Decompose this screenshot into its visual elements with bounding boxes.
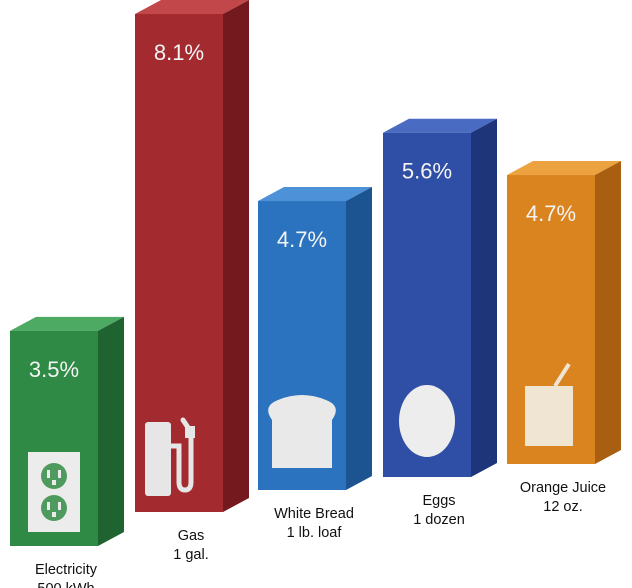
bar-top-face <box>135 0 249 14</box>
category-label: Orange Juice 12 oz. <box>520 480 606 515</box>
category-label: Eggs 1 dozen <box>413 493 465 528</box>
bar-top-face <box>383 118 497 133</box>
bar-top-face <box>258 187 372 202</box>
bar-side-face <box>471 118 497 477</box>
bar-3: 4.7% White Bread 1 lb. loaf <box>258 187 372 541</box>
bar-5: 4.7% Orange Juice 12 oz. <box>507 161 621 515</box>
power-outlet-icon <box>28 452 80 532</box>
juice-glass-icon <box>525 362 573 446</box>
data-label: 4.7% <box>277 227 327 252</box>
bar-side-face <box>223 0 249 512</box>
data-label: 5.6% <box>402 159 452 184</box>
gas-pump-icon <box>145 417 195 496</box>
bread-slice-icon <box>268 395 336 468</box>
bar-top-face <box>10 316 124 331</box>
bar-1: 3.5% Electricity500 kWh <box>10 316 124 588</box>
data-label: 3.5% <box>29 357 79 382</box>
bar-side-face <box>346 187 372 490</box>
bar-2: 8.1% Gas 1 gal. <box>135 0 249 563</box>
bar-4: 5.6% Eggs 1 dozen <box>383 118 497 528</box>
bar-side-face <box>595 161 621 464</box>
category-label: Gas 1 gal. <box>173 528 208 563</box>
category-label: White Bread 1 lb. loaf <box>274 506 354 541</box>
bar-side-face <box>98 316 124 546</box>
category-label: Electricity500 kWh <box>35 562 98 588</box>
egg-icon <box>399 385 455 457</box>
data-label: 4.7% <box>526 201 576 226</box>
bar-top-face <box>507 161 621 176</box>
data-label: 8.1% <box>154 40 204 65</box>
